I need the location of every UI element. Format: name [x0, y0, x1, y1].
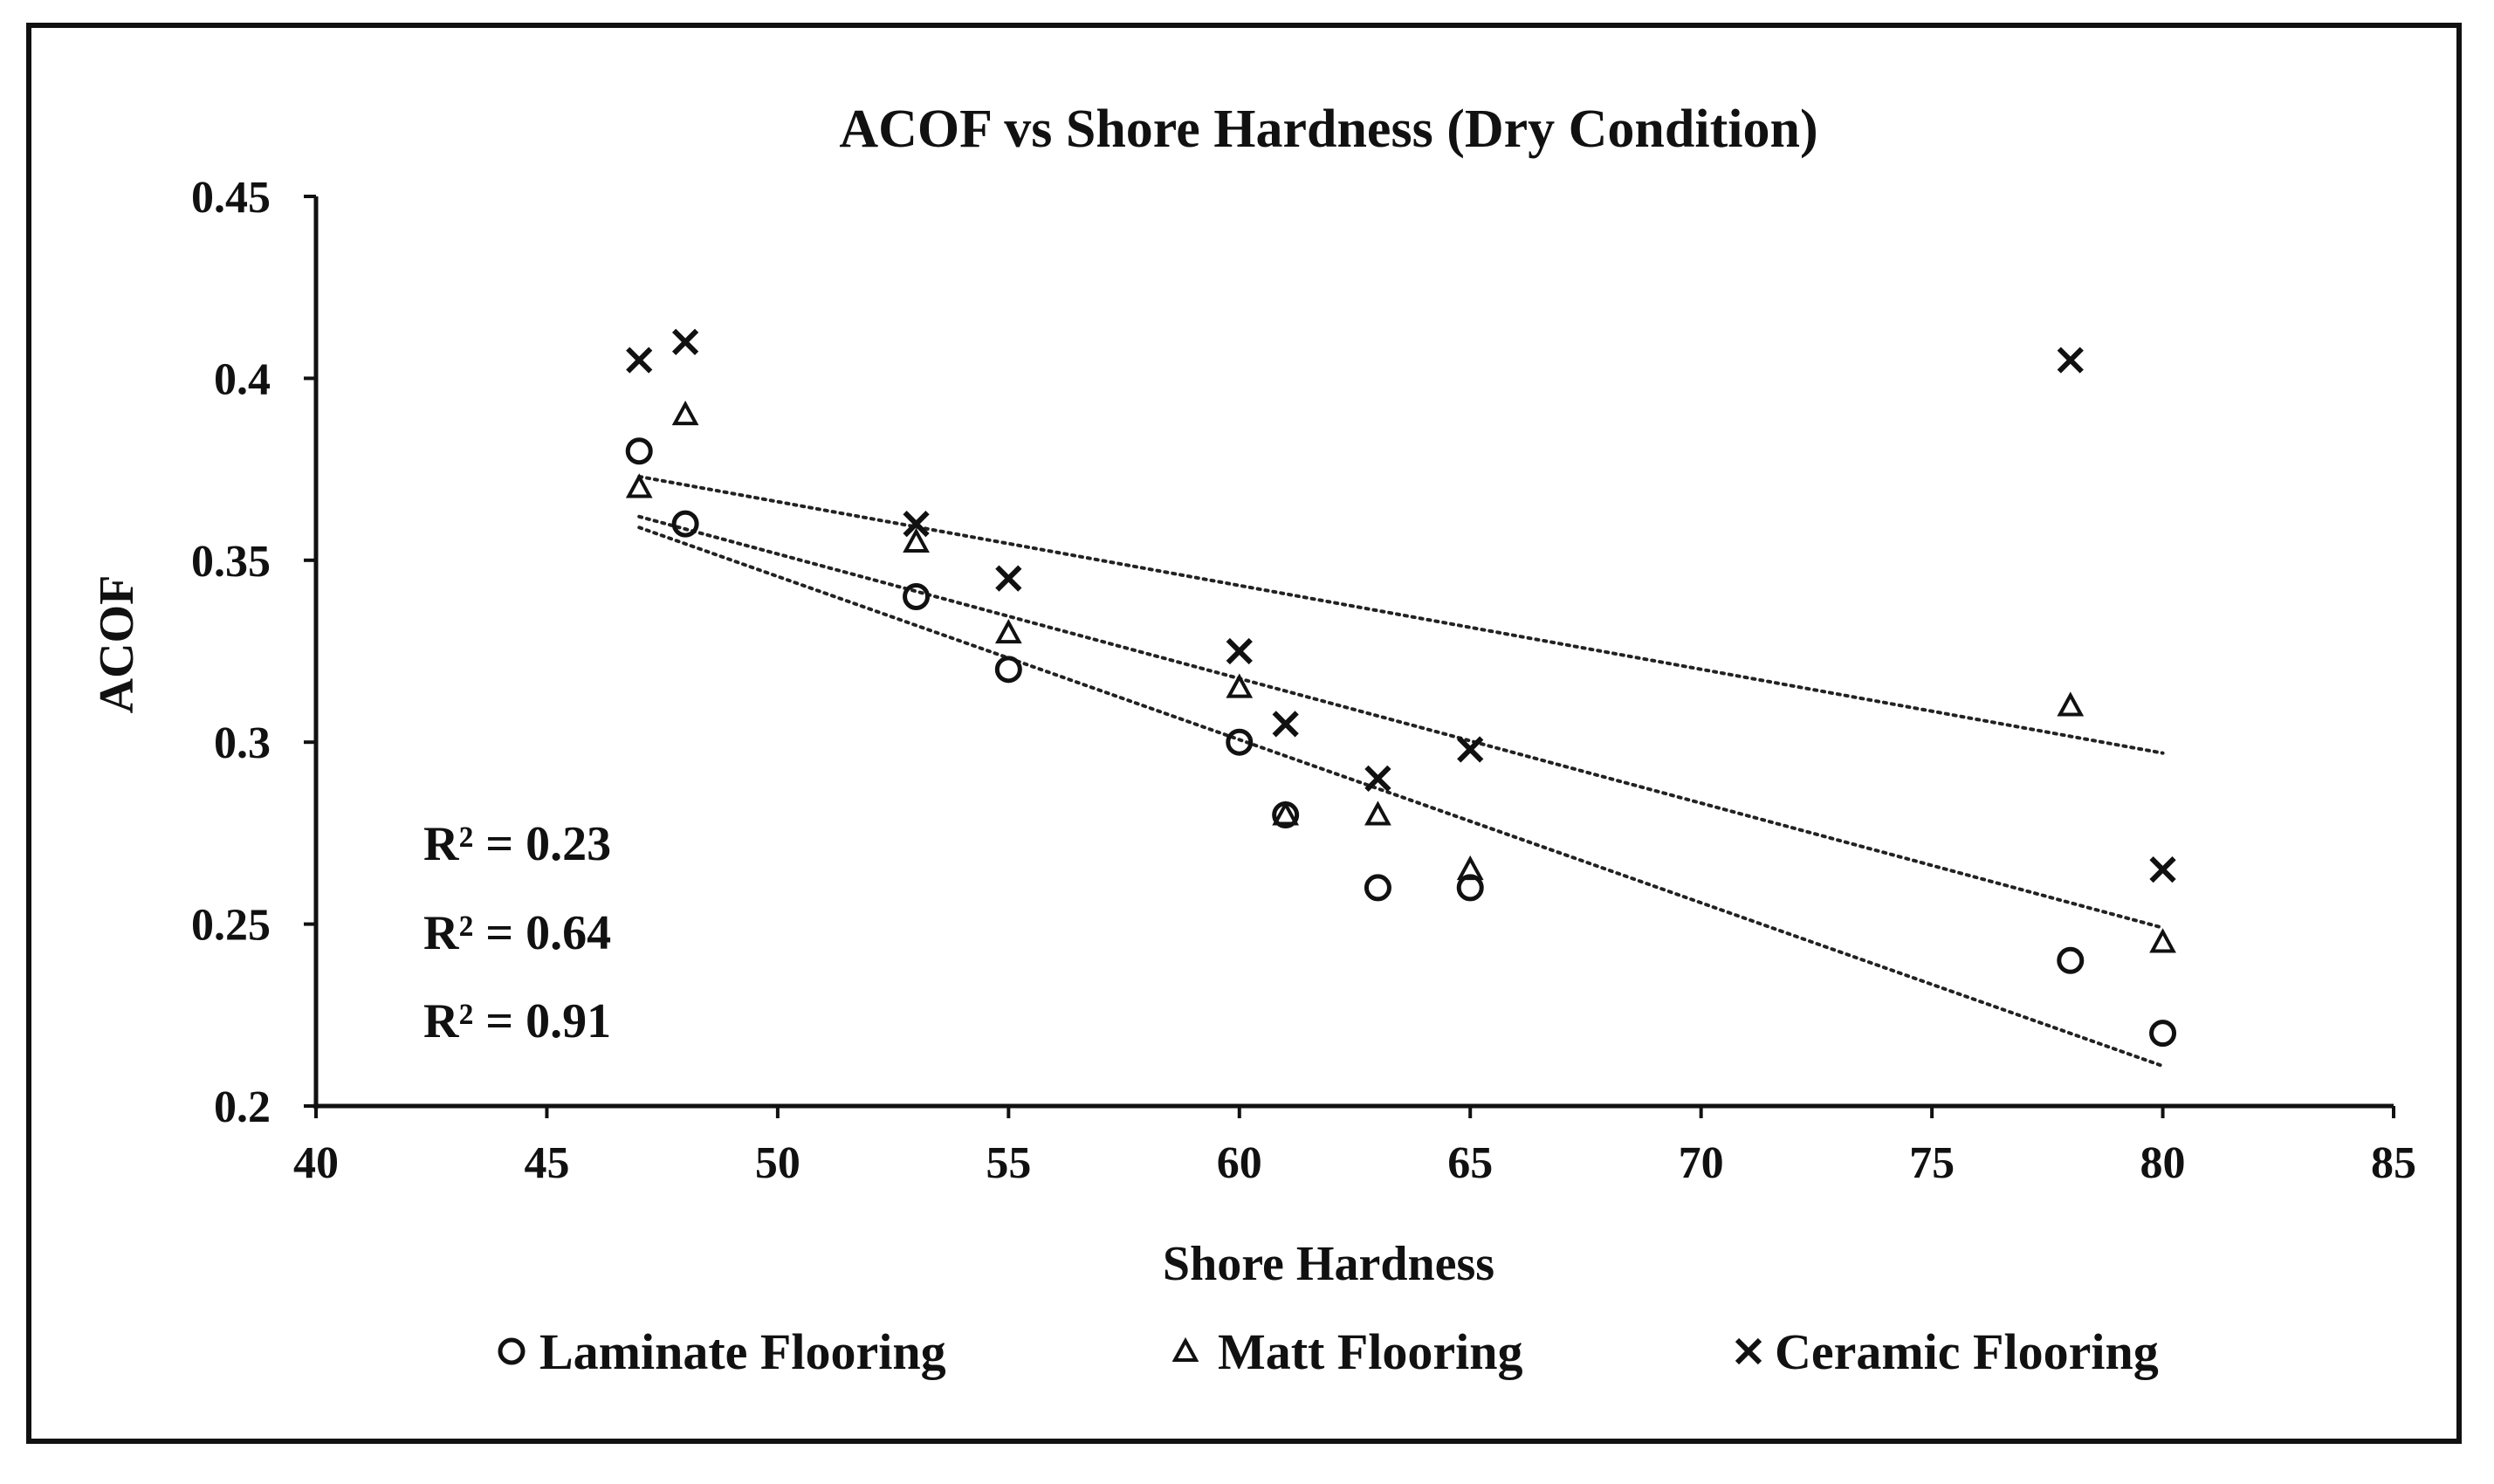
matt-point [625, 473, 653, 498]
ceramic-point [1364, 765, 1391, 793]
ceramic-point [903, 510, 930, 538]
data-points [625, 328, 2177, 1048]
y-axis-label: ACOF [90, 575, 144, 714]
x-tick-label: 85 [2371, 1138, 2416, 1188]
y-tick-label: 0.3 [214, 718, 271, 768]
ceramic-point [626, 347, 653, 374]
ceramic-point [671, 328, 699, 355]
chart-title: ACOF vs Shore Hardness (Dry Condition) [839, 100, 1817, 159]
x-ticks: 40 45 50 55 60 65 70 75 80 85 [293, 1106, 2416, 1188]
matt-point [671, 400, 699, 426]
legend-label-matt: Matt Flooring [1218, 1323, 1523, 1380]
ceramic-point [2149, 855, 2176, 883]
ceramic-point [1272, 711, 1299, 738]
matt-point [1272, 800, 1300, 826]
y-ticks: 0.2 0.25 0.3 0.35 0.4 0.45 [191, 173, 316, 1132]
r-squared-annotation-1: R² = 0.23 [423, 817, 611, 871]
y-tick-label: 0.4 [214, 354, 271, 404]
laminate-point [1226, 728, 1254, 756]
r-squared-annotation-3: R² = 0.91 [423, 994, 611, 1048]
matt-point [2149, 928, 2176, 953]
trendlines [637, 474, 2165, 1068]
laminate-point [625, 437, 653, 465]
trendline-circle [637, 526, 2165, 1068]
trendline-triangle [637, 514, 2165, 930]
x-tick-label: 50 [755, 1138, 800, 1188]
legend-label-laminate: Laminate Flooring [539, 1323, 946, 1380]
legend-x-marker [1735, 1337, 1762, 1365]
matt-point [1364, 800, 1391, 826]
ceramic-point [1226, 637, 1253, 665]
trendline-x [637, 474, 2165, 755]
x-tick-label: 80 [2140, 1138, 2186, 1188]
ceramic-point [995, 565, 1022, 592]
x-tick-label: 40 [293, 1138, 339, 1188]
legend-item-ceramic: Ceramic Flooring [1735, 1323, 2159, 1380]
x-tick-label: 60 [1217, 1138, 1262, 1188]
x-axis-label: Shore Hardness [1163, 1237, 1494, 1291]
y-tick-label: 0.25 [191, 901, 271, 951]
legend-triangle-marker [1171, 1336, 1199, 1362]
axes [313, 196, 2394, 1109]
x-tick-label: 45 [524, 1138, 569, 1188]
ceramic-point [2057, 347, 2084, 374]
laminate-point [994, 656, 1022, 684]
matt-point [994, 618, 1022, 644]
x-tick-label: 70 [1679, 1138, 1724, 1188]
y-tick-label: 0.35 [191, 537, 271, 587]
legend: Laminate Flooring Matt Flooring Ceramic … [498, 1323, 2159, 1380]
laminate-point [1364, 874, 1391, 902]
laminate-point [671, 510, 699, 538]
matt-point [1456, 855, 1484, 881]
ceramic-point [1457, 736, 1484, 763]
laminate-point [903, 582, 931, 610]
legend-label-ceramic: Ceramic Flooring [1775, 1323, 2159, 1380]
laminate-point [2057, 946, 2085, 974]
x-tick-label: 55 [986, 1138, 1031, 1188]
y-tick-label: 0.45 [191, 173, 271, 223]
r-squared-annotation-2: R² = 0.64 [423, 906, 611, 960]
laminate-point [2149, 1020, 2177, 1048]
matt-point [903, 527, 930, 553]
matt-point [1226, 673, 1254, 698]
legend-item-laminate: Laminate Flooring [498, 1323, 946, 1380]
x-tick-label: 75 [1909, 1138, 1955, 1188]
legend-circle-marker [498, 1337, 526, 1365]
laminate-point [1456, 874, 1484, 902]
y-tick-label: 0.2 [214, 1082, 271, 1132]
legend-item-matt: Matt Flooring [1171, 1323, 1523, 1380]
matt-point [2057, 691, 2085, 717]
x-tick-label: 65 [1447, 1138, 1493, 1188]
